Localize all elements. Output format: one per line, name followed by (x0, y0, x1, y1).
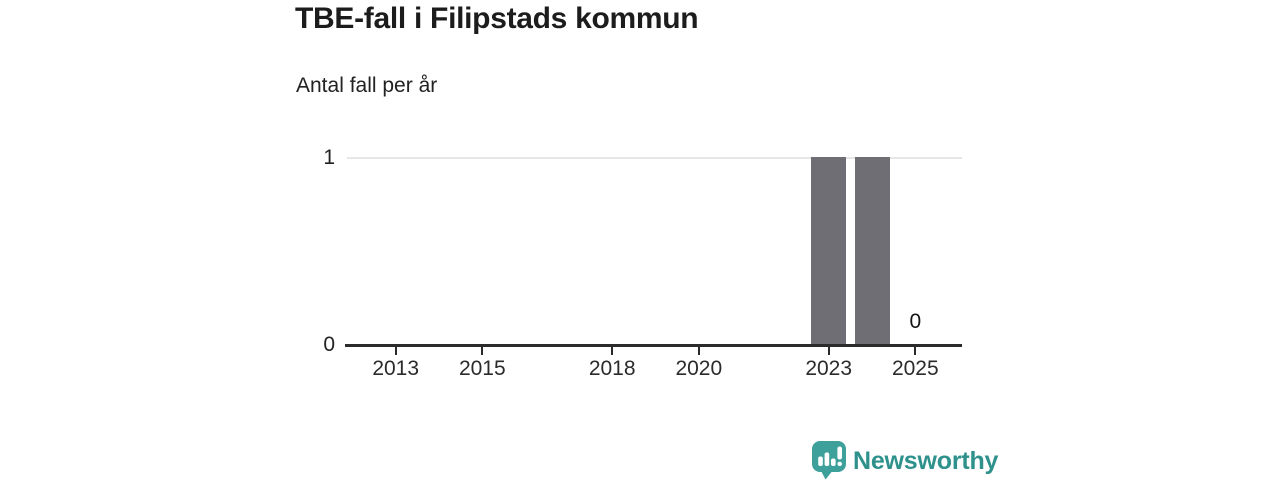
x-tick-label-2015: 2015 (458, 357, 506, 380)
plot-area: 2013 2015 2018 2020 2023 2025 0 1 0 (323, 146, 962, 380)
x-tick-2020 (697, 347, 700, 355)
x-tick-2013 (394, 347, 397, 355)
y-tick-label-0: 0 (323, 333, 335, 356)
x-tick-label-2020: 2020 (675, 357, 723, 380)
newsworthy-logo[interactable]: Newsworthy (812, 441, 998, 480)
chart-title: TBE-fall i Filipstads kommun (295, 2, 699, 35)
x-tick-2015 (481, 347, 484, 355)
bar-2024 (854, 157, 890, 344)
x-tick-label-2025: 2025 (891, 357, 939, 380)
gridline-y1 (347, 157, 962, 159)
newsworthy-logo-text: Newsworthy (853, 446, 999, 475)
x-tick-label-2023: 2023 (805, 357, 853, 380)
x-tick-label-2018: 2018 (588, 357, 636, 380)
x-tick-label-2013: 2013 (372, 357, 420, 380)
x-tick-2025 (914, 347, 917, 355)
y-tick-label-1: 1 (323, 146, 335, 169)
bar-2023 (811, 157, 847, 344)
newsworthy-bubble-chart-icon (812, 441, 846, 480)
bar-value-label-2025: 0 (909, 310, 922, 333)
x-tick-2018 (611, 347, 614, 355)
x-tick-2023 (827, 347, 830, 355)
x-axis-line (345, 344, 962, 347)
chart-subtitle: Antal fall per år (296, 74, 438, 97)
